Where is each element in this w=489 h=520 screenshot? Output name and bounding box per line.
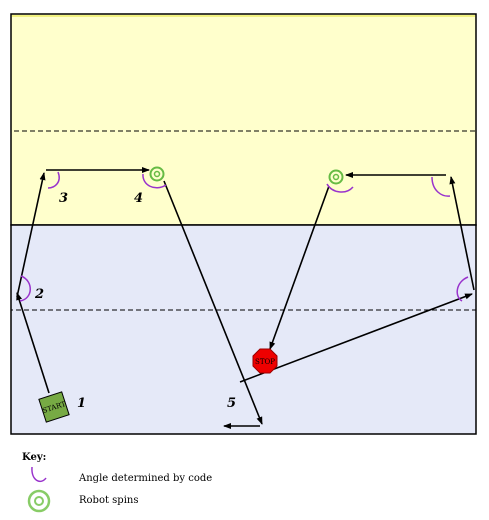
segment-number-2: 2 xyxy=(34,287,44,302)
angle-arc-icon xyxy=(456,276,469,302)
angle-arc-icon xyxy=(19,275,31,302)
segment-number-4: 4 xyxy=(134,191,143,206)
angle-arc-icon xyxy=(431,176,451,197)
path-segment-4 xyxy=(163,180,263,425)
angle-arc-icon xyxy=(142,173,167,189)
stop-sign-marker: STOP xyxy=(252,348,278,374)
segment-number-5: 5 xyxy=(227,396,236,411)
path-segment-9 xyxy=(269,185,330,350)
spin-target-icon xyxy=(149,166,165,182)
angle-arc-icon xyxy=(47,171,60,189)
spin-target-icon xyxy=(328,169,344,185)
legend-angle-label: Angle determined by code xyxy=(78,473,212,484)
bottom-zone xyxy=(10,224,477,435)
dashed-region-boundary xyxy=(10,130,476,311)
legend: Key: Angle determined by code Robot spin… xyxy=(22,452,212,513)
legend-spin-label: Robot spins xyxy=(79,495,138,506)
segment-number-3: 3 xyxy=(59,191,68,206)
robot-path xyxy=(16,167,475,429)
path-segment-7 xyxy=(449,176,475,291)
top-zone xyxy=(10,13,477,226)
segment-number-1: 1 xyxy=(77,396,86,411)
green-target-icon xyxy=(27,489,51,513)
start-marker: START xyxy=(38,391,70,423)
angle-arc-icon xyxy=(326,183,354,193)
path-segment-6 xyxy=(239,293,473,383)
stop-label: STOP xyxy=(255,358,275,366)
angle-arcs xyxy=(19,171,469,302)
purple-arc-icon xyxy=(31,466,47,483)
legend-title: Key: xyxy=(22,452,46,463)
path-segment-1 xyxy=(16,292,50,394)
